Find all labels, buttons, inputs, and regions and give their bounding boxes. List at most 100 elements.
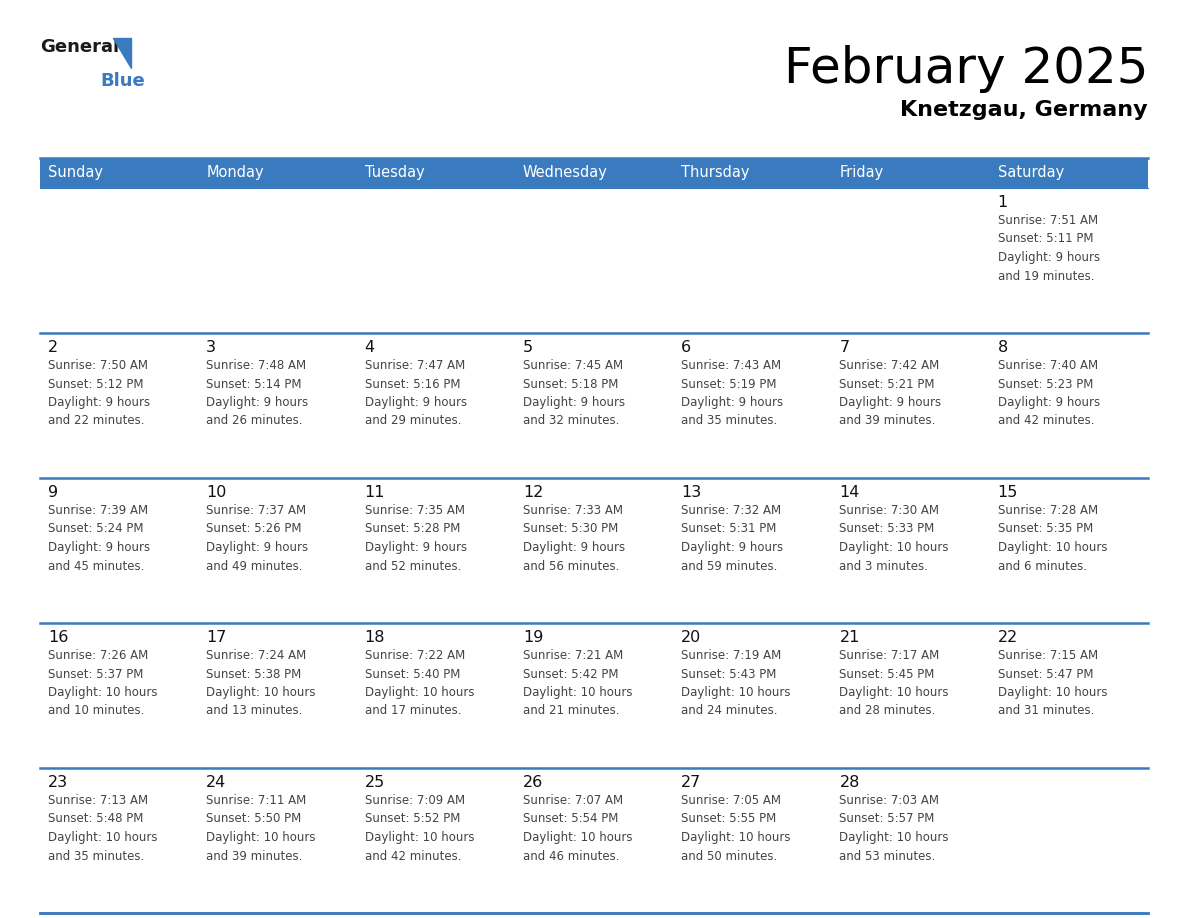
Bar bbox=[832, 158, 990, 188]
Bar bbox=[356, 158, 514, 188]
Text: 2: 2 bbox=[48, 340, 58, 355]
Text: 6: 6 bbox=[681, 340, 691, 355]
Bar bbox=[832, 333, 990, 478]
Text: Tuesday: Tuesday bbox=[365, 165, 424, 181]
Text: 18: 18 bbox=[365, 630, 385, 645]
Text: 4: 4 bbox=[365, 340, 374, 355]
Text: Sunrise: 7:07 AM
Sunset: 5:54 PM
Daylight: 10 hours
and 46 minutes.: Sunrise: 7:07 AM Sunset: 5:54 PM Dayligh… bbox=[523, 794, 632, 863]
Text: 3: 3 bbox=[207, 340, 216, 355]
Text: 20: 20 bbox=[681, 630, 701, 645]
Text: Sunrise: 7:45 AM
Sunset: 5:18 PM
Daylight: 9 hours
and 32 minutes.: Sunrise: 7:45 AM Sunset: 5:18 PM Dayligh… bbox=[523, 359, 625, 428]
Text: Sunrise: 7:33 AM
Sunset: 5:30 PM
Daylight: 9 hours
and 56 minutes.: Sunrise: 7:33 AM Sunset: 5:30 PM Dayligh… bbox=[523, 504, 625, 573]
Bar bbox=[990, 188, 1148, 333]
Text: Sunrise: 7:32 AM
Sunset: 5:31 PM
Daylight: 9 hours
and 59 minutes.: Sunrise: 7:32 AM Sunset: 5:31 PM Dayligh… bbox=[681, 504, 783, 573]
Bar bbox=[198, 333, 356, 478]
Text: Sunrise: 7:35 AM
Sunset: 5:28 PM
Daylight: 9 hours
and 52 minutes.: Sunrise: 7:35 AM Sunset: 5:28 PM Dayligh… bbox=[365, 504, 467, 573]
Text: Sunrise: 7:28 AM
Sunset: 5:35 PM
Daylight: 10 hours
and 6 minutes.: Sunrise: 7:28 AM Sunset: 5:35 PM Dayligh… bbox=[998, 504, 1107, 573]
Text: Sunrise: 7:47 AM
Sunset: 5:16 PM
Daylight: 9 hours
and 29 minutes.: Sunrise: 7:47 AM Sunset: 5:16 PM Dayligh… bbox=[365, 359, 467, 428]
Text: Sunrise: 7:48 AM
Sunset: 5:14 PM
Daylight: 9 hours
and 26 minutes.: Sunrise: 7:48 AM Sunset: 5:14 PM Dayligh… bbox=[207, 359, 309, 428]
Bar bbox=[674, 188, 832, 333]
Text: Sunrise: 7:22 AM
Sunset: 5:40 PM
Daylight: 10 hours
and 17 minutes.: Sunrise: 7:22 AM Sunset: 5:40 PM Dayligh… bbox=[365, 649, 474, 718]
Text: Sunrise: 7:39 AM
Sunset: 5:24 PM
Daylight: 9 hours
and 45 minutes.: Sunrise: 7:39 AM Sunset: 5:24 PM Dayligh… bbox=[48, 504, 150, 573]
Text: Sunrise: 7:19 AM
Sunset: 5:43 PM
Daylight: 10 hours
and 24 minutes.: Sunrise: 7:19 AM Sunset: 5:43 PM Dayligh… bbox=[681, 649, 791, 718]
Text: Sunrise: 7:50 AM
Sunset: 5:12 PM
Daylight: 9 hours
and 22 minutes.: Sunrise: 7:50 AM Sunset: 5:12 PM Dayligh… bbox=[48, 359, 150, 428]
Text: General: General bbox=[40, 38, 119, 56]
Bar bbox=[990, 768, 1148, 913]
Text: Sunrise: 7:26 AM
Sunset: 5:37 PM
Daylight: 10 hours
and 10 minutes.: Sunrise: 7:26 AM Sunset: 5:37 PM Dayligh… bbox=[48, 649, 158, 718]
Text: Sunrise: 7:43 AM
Sunset: 5:19 PM
Daylight: 9 hours
and 35 minutes.: Sunrise: 7:43 AM Sunset: 5:19 PM Dayligh… bbox=[681, 359, 783, 428]
Text: 17: 17 bbox=[207, 630, 227, 645]
Bar bbox=[990, 333, 1148, 478]
Bar bbox=[40, 333, 198, 478]
Bar bbox=[832, 478, 990, 623]
Bar bbox=[514, 188, 674, 333]
Text: Wednesday: Wednesday bbox=[523, 165, 608, 181]
Text: Sunrise: 7:13 AM
Sunset: 5:48 PM
Daylight: 10 hours
and 35 minutes.: Sunrise: 7:13 AM Sunset: 5:48 PM Dayligh… bbox=[48, 794, 158, 863]
Bar bbox=[514, 158, 674, 188]
Text: February 2025: February 2025 bbox=[784, 45, 1148, 93]
Text: 16: 16 bbox=[48, 630, 69, 645]
Bar bbox=[198, 478, 356, 623]
Text: 24: 24 bbox=[207, 775, 227, 790]
Bar bbox=[990, 623, 1148, 768]
Text: Sunrise: 7:05 AM
Sunset: 5:55 PM
Daylight: 10 hours
and 50 minutes.: Sunrise: 7:05 AM Sunset: 5:55 PM Dayligh… bbox=[681, 794, 791, 863]
Text: Sunrise: 7:11 AM
Sunset: 5:50 PM
Daylight: 10 hours
and 39 minutes.: Sunrise: 7:11 AM Sunset: 5:50 PM Dayligh… bbox=[207, 794, 316, 863]
Bar bbox=[40, 188, 198, 333]
Text: 13: 13 bbox=[681, 485, 701, 500]
Text: 28: 28 bbox=[840, 775, 860, 790]
Bar bbox=[356, 478, 514, 623]
Bar bbox=[198, 158, 356, 188]
Bar bbox=[514, 623, 674, 768]
Bar bbox=[40, 478, 198, 623]
Bar bbox=[40, 768, 198, 913]
Text: 21: 21 bbox=[840, 630, 860, 645]
Text: Sunrise: 7:15 AM
Sunset: 5:47 PM
Daylight: 10 hours
and 31 minutes.: Sunrise: 7:15 AM Sunset: 5:47 PM Dayligh… bbox=[998, 649, 1107, 718]
Text: 19: 19 bbox=[523, 630, 543, 645]
Text: Sunrise: 7:51 AM
Sunset: 5:11 PM
Daylight: 9 hours
and 19 minutes.: Sunrise: 7:51 AM Sunset: 5:11 PM Dayligh… bbox=[998, 214, 1100, 283]
Text: Thursday: Thursday bbox=[681, 165, 750, 181]
Text: 11: 11 bbox=[365, 485, 385, 500]
Text: Monday: Monday bbox=[207, 165, 264, 181]
Text: 14: 14 bbox=[840, 485, 860, 500]
Bar bbox=[514, 768, 674, 913]
Bar bbox=[514, 333, 674, 478]
Polygon shape bbox=[113, 38, 131, 68]
Text: 25: 25 bbox=[365, 775, 385, 790]
Text: Knetzgau, Germany: Knetzgau, Germany bbox=[901, 100, 1148, 120]
Bar bbox=[40, 623, 198, 768]
Text: 22: 22 bbox=[998, 630, 1018, 645]
Text: 27: 27 bbox=[681, 775, 701, 790]
Text: 10: 10 bbox=[207, 485, 227, 500]
Text: Sunrise: 7:17 AM
Sunset: 5:45 PM
Daylight: 10 hours
and 28 minutes.: Sunrise: 7:17 AM Sunset: 5:45 PM Dayligh… bbox=[840, 649, 949, 718]
Bar bbox=[832, 768, 990, 913]
Text: 8: 8 bbox=[998, 340, 1007, 355]
Text: 12: 12 bbox=[523, 485, 543, 500]
Bar bbox=[990, 478, 1148, 623]
Text: Sunrise: 7:24 AM
Sunset: 5:38 PM
Daylight: 10 hours
and 13 minutes.: Sunrise: 7:24 AM Sunset: 5:38 PM Dayligh… bbox=[207, 649, 316, 718]
Text: 26: 26 bbox=[523, 775, 543, 790]
Text: Sunrise: 7:42 AM
Sunset: 5:21 PM
Daylight: 9 hours
and 39 minutes.: Sunrise: 7:42 AM Sunset: 5:21 PM Dayligh… bbox=[840, 359, 942, 428]
Text: 7: 7 bbox=[840, 340, 849, 355]
Bar bbox=[198, 623, 356, 768]
Bar bbox=[198, 188, 356, 333]
Bar bbox=[674, 333, 832, 478]
Bar bbox=[674, 768, 832, 913]
Text: 9: 9 bbox=[48, 485, 58, 500]
Text: 1: 1 bbox=[998, 195, 1007, 210]
Bar bbox=[356, 623, 514, 768]
Bar bbox=[674, 478, 832, 623]
Text: Sunrise: 7:21 AM
Sunset: 5:42 PM
Daylight: 10 hours
and 21 minutes.: Sunrise: 7:21 AM Sunset: 5:42 PM Dayligh… bbox=[523, 649, 632, 718]
Bar bbox=[356, 188, 514, 333]
Bar bbox=[674, 623, 832, 768]
Text: 23: 23 bbox=[48, 775, 68, 790]
Text: Saturday: Saturday bbox=[998, 165, 1064, 181]
Text: Sunrise: 7:03 AM
Sunset: 5:57 PM
Daylight: 10 hours
and 53 minutes.: Sunrise: 7:03 AM Sunset: 5:57 PM Dayligh… bbox=[840, 794, 949, 863]
Text: Sunday: Sunday bbox=[48, 165, 103, 181]
Bar bbox=[832, 188, 990, 333]
Bar bbox=[198, 768, 356, 913]
Text: 5: 5 bbox=[523, 340, 533, 355]
Text: Sunrise: 7:40 AM
Sunset: 5:23 PM
Daylight: 9 hours
and 42 minutes.: Sunrise: 7:40 AM Sunset: 5:23 PM Dayligh… bbox=[998, 359, 1100, 428]
Text: Friday: Friday bbox=[840, 165, 884, 181]
Bar bbox=[514, 478, 674, 623]
Bar bbox=[40, 158, 198, 188]
